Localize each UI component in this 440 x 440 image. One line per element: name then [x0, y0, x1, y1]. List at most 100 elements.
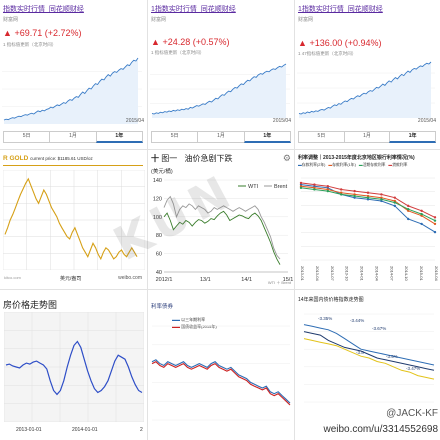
price-trend-series: [5, 340, 143, 396]
gold-footer-right: weibo.com: [118, 275, 142, 281]
up-arrow-icon: ▲: [151, 37, 160, 47]
legend-item: ▬存款利率(2年): [298, 163, 326, 167]
rate-point: [393, 196, 396, 199]
stock-card-title[interactable]: 指数实时行情_同花顺财经: [3, 6, 84, 13]
oil-xtick-label: 2012/1: [156, 277, 173, 283]
gold-line-chart: [3, 170, 145, 270]
watermark-name: @JACK-KF: [386, 408, 438, 419]
oil-xtick-label: 15/1: [283, 277, 294, 283]
stock-card-source: 财富网: [3, 17, 19, 23]
rate-point: [326, 185, 329, 188]
tab-1m[interactable]: 1月: [343, 131, 390, 143]
oil-series-brent: [163, 195, 281, 260]
rate-point: [380, 193, 383, 196]
stock-note: 1 指标值更新（北京时间）: [151, 50, 205, 55]
legend-item: ▬存款利率(1年): [328, 163, 356, 167]
stock-change-value: +24.28 (+0.57%): [162, 37, 230, 47]
oil-ytick-label: 120: [153, 196, 162, 202]
rate-point: [393, 199, 396, 203]
rate-point: [299, 186, 303, 190]
rate-legend: ▬存款利率(2年) ▬存款利率(1年) ▬活期存款利率 ▬贷款利率: [298, 163, 438, 168]
plus-icon: 十: [151, 154, 159, 163]
rate-point: [407, 209, 410, 212]
sparkline-series: [298, 61, 432, 115]
grid-divider: [147, 0, 148, 440]
rate-point: [313, 183, 316, 186]
legend-item: ▬▬ 国债收益率(2015年): [172, 324, 217, 329]
stock-date-label: 2015/04: [417, 118, 436, 124]
rate-point: [366, 196, 370, 199]
trend-xtick: 2013-01-01: [16, 427, 42, 433]
watermark-url: weibo.com/u/3314552698: [323, 424, 438, 435]
period-tabs: 5日 1月 1年: [3, 131, 143, 143]
rate-xtick-label: 2015-01: [419, 266, 424, 281]
oil-ytick-label: 140: [153, 178, 162, 184]
legend-item: ▬▬ 以三年期利率: [172, 317, 206, 322]
rate-point: [420, 209, 423, 212]
tab-5d[interactable]: 5日: [298, 131, 344, 143]
rate-point: [313, 186, 316, 190]
tab-5d[interactable]: 5日: [151, 131, 198, 143]
rate-point: [393, 201, 396, 204]
stock-card-title[interactable]: 1指数实时行情_同花顺财经: [151, 6, 236, 13]
rate-point: [366, 191, 370, 194]
bond-series-1: [151, 361, 291, 406]
interest-rate-chart: 利率调整｜2013-2015年度北京地区银行利率情况(%) ▬存款利率(2年) …: [295, 150, 440, 290]
rate-point: [340, 191, 343, 194]
rate-point: [299, 181, 303, 185]
tab-5d[interactable]: 5日: [3, 131, 50, 143]
rate-point: [366, 194, 370, 198]
tab-1y[interactable]: 1年: [243, 131, 291, 143]
gold-footer-mid: 英元/盎司: [60, 276, 82, 282]
yield-series-2: [303, 338, 435, 380]
oil-title-text: 油价急剧下跌: [184, 154, 233, 163]
stock-note: 1 47指标值更新（北京时间）: [298, 51, 357, 56]
stock-change: ▲ +69.71 (+2.72%): [3, 28, 82, 38]
oil-footer-legend: WTI ＋ Brent: [267, 280, 291, 285]
up-arrow-icon: ▲: [298, 38, 307, 48]
rate-point: [380, 198, 383, 201]
oil-legend-label: WTI: [248, 184, 259, 190]
rate-point: [407, 217, 410, 221]
period-tabs: 5日 1月 1年: [298, 131, 437, 143]
rate-point: [407, 204, 410, 208]
rate-point: [326, 188, 329, 191]
stock-change-value: +136.00 (+0.94%): [309, 38, 382, 48]
grid-divider: [0, 289, 440, 290]
rate-xtick-label: 2014-01: [360, 266, 365, 281]
gold-title-prefix: R GOLD: [3, 155, 29, 162]
rate-point: [313, 185, 316, 188]
sparkline-series: [3, 57, 139, 121]
oil-title-prefix: 图一: [161, 154, 178, 163]
rate-point: [326, 189, 329, 193]
oil-xtick-label: 14/1: [241, 277, 252, 283]
period-tabs: 5日 1月 1年: [151, 131, 291, 143]
oil-ytick-label: 60: [156, 252, 162, 258]
rate-point: [353, 196, 356, 199]
tab-1m[interactable]: 1月: [49, 131, 96, 143]
oil-price-chart: 十 图一 油价急剧下跌 ⚙ (美元/桶) 40 60 80 100 120 140 2012…: [148, 150, 295, 290]
rate-xtick-label: 2014-04: [374, 266, 379, 281]
price-trend-chart: 房价格走势图 2013-01-01 2014-01-01 2: [0, 290, 148, 440]
rate-point: [433, 216, 437, 219]
tab-1y[interactable]: 1年: [389, 131, 437, 143]
legend-item: ▬贷款利率: [388, 163, 408, 167]
tab-1y[interactable]: 1年: [95, 131, 143, 143]
oil-xtick-label: 13/1: [200, 277, 211, 283]
rate-point: [299, 185, 303, 188]
stock-date-label: 2015/04: [125, 118, 144, 124]
yield-series-1: [303, 331, 435, 371]
yield-annotation: -3.35%: [318, 316, 332, 321]
gold-title-suffix: current price: $1185.61 USD/oz: [30, 156, 93, 161]
trend-xtick: 2: [140, 427, 143, 433]
rate-point: [353, 193, 356, 196]
gear-icon[interactable]: ⚙: [282, 153, 291, 163]
rate-point: [299, 183, 303, 186]
tab-1m[interactable]: 1月: [197, 131, 244, 143]
gold-series: [4, 177, 138, 261]
rate-point: [433, 222, 437, 226]
stock-card-title[interactable]: 1指数实时行情_同花顺财经: [298, 6, 383, 13]
bond-series-0: [151, 359, 291, 404]
stock-change: ▲ +136.00 (+0.94%): [298, 38, 382, 48]
rate-xtick-label: 2015-04: [434, 266, 439, 281]
